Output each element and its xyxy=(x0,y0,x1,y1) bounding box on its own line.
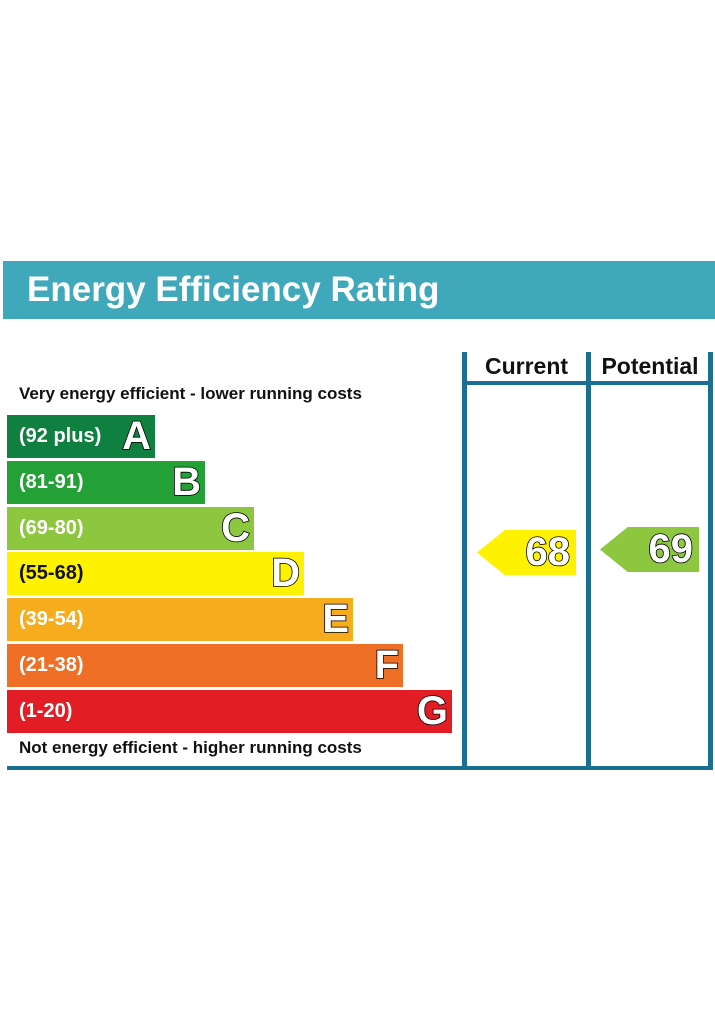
band-range-label: (81-91) xyxy=(19,471,84,493)
band-letter: E xyxy=(322,596,350,642)
potential-rating-arrow: 69 xyxy=(600,526,699,572)
potential-right-border xyxy=(708,352,713,770)
band-letter: B xyxy=(171,459,201,505)
band-letter: A xyxy=(121,413,151,459)
page-title: Energy Efficiency Rating xyxy=(27,270,440,309)
frame-bottom-border xyxy=(7,766,712,770)
header-divider-potential xyxy=(586,381,713,385)
band-g: (1-20) G xyxy=(7,688,452,734)
top-caption: Very energy efficient - lower running co… xyxy=(19,384,362,403)
band-letter: F xyxy=(374,642,400,688)
band-range-label: (55-68) xyxy=(19,562,84,584)
band-f: (21-38) F xyxy=(7,642,403,688)
band-range-label: (21-38) xyxy=(19,654,84,676)
band-range-label: (92 plus) xyxy=(19,425,102,447)
band-range-label: (1-20) xyxy=(19,700,73,722)
header-divider-current xyxy=(462,381,591,385)
current-rating-arrow: 68 xyxy=(477,529,576,575)
potential-column-header: Potential xyxy=(601,353,699,379)
band-c: (69-80) C xyxy=(7,505,254,551)
band-range-label: (69-80) xyxy=(19,517,84,539)
band-letter: G xyxy=(416,688,449,734)
band-e: (39-54) E xyxy=(7,596,353,642)
band-letter: D xyxy=(270,550,300,596)
band-letter: C xyxy=(220,505,250,551)
band-d: (55-68) D xyxy=(7,550,304,596)
bottom-caption: Not energy efficient - higher running co… xyxy=(19,738,362,757)
title-bar: Energy Efficiency Rating xyxy=(3,261,715,319)
potential-left-border xyxy=(586,352,591,770)
band-b: (81-91) B xyxy=(7,459,205,505)
band-a: (92 plus) A xyxy=(7,413,155,459)
current-left-border xyxy=(462,352,467,770)
current-rating-value: 68 xyxy=(525,529,571,575)
potential-rating-value: 69 xyxy=(648,526,694,572)
current-column-header: Current xyxy=(484,353,569,379)
band-range-label: (39-54) xyxy=(19,608,84,630)
